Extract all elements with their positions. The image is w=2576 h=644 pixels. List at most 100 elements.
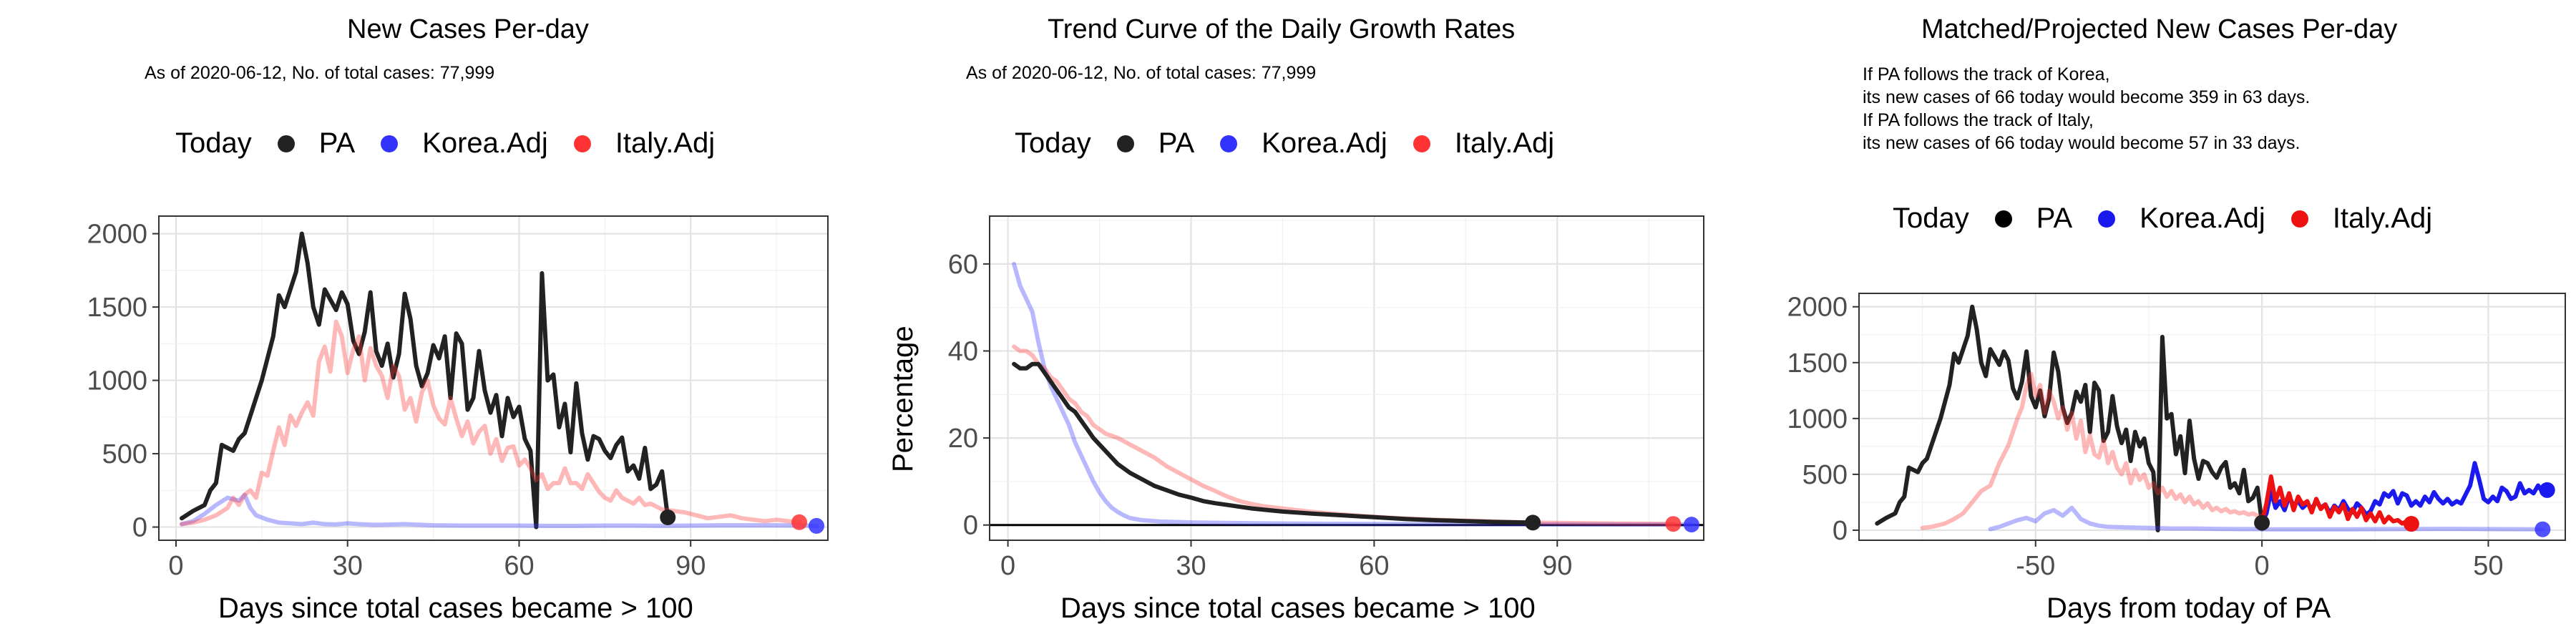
- x-axis-title: Days since total cases became > 100: [1060, 592, 1536, 624]
- chart-legend: Today PA Korea.Adj Italy.Adj: [1015, 127, 1580, 160]
- legend-item-italy: Italy.Adj: [573, 127, 716, 160]
- legend-title: Today: [1893, 203, 1969, 234]
- today-point: [2403, 516, 2419, 532]
- legend-item-italy: Italy.Adj: [1413, 127, 1554, 160]
- chart-title: New Cases Per-day: [347, 14, 589, 44]
- legend-dot-icon: [2290, 210, 2308, 228]
- plot-new-cases: 0 30 60 90 0 500 1000 1500 2000: [87, 215, 829, 581]
- chart-subtitle: As of 2020-06-12, No. of total cases: 77…: [145, 63, 495, 83]
- legend-dot-icon: [573, 135, 591, 152]
- legend-item-pa: PA: [277, 127, 356, 160]
- today-point: [809, 517, 825, 534]
- note-line: its new cases of 66 today would become 3…: [1863, 87, 2311, 107]
- note-line: its new cases of 66 today would become 5…: [1863, 133, 2301, 153]
- legend-item-korea: Korea.Adj: [2098, 203, 2265, 235]
- x-tick-label: 0: [168, 551, 183, 581]
- series-line: [180, 492, 819, 528]
- y-tick-label: 1500: [87, 293, 147, 323]
- y-tick-label: 60: [948, 250, 978, 280]
- today-point: [2534, 521, 2551, 537]
- today-point: [1683, 517, 1699, 533]
- legend-label: PA: [1158, 127, 1195, 159]
- y-tick-label: 1000: [87, 366, 147, 396]
- plot-growth-rates: 0 30 60 90 0 20 40 60: [948, 215, 1704, 581]
- today-point: [2254, 514, 2270, 531]
- series-line: [1012, 361, 1536, 525]
- chart-subtitle: As of 2020-06-12, No. of total cases: 77…: [966, 63, 1317, 83]
- x-tick-label: 90: [1542, 551, 1572, 581]
- legend-dot-icon: [381, 135, 399, 152]
- series-line: [180, 231, 670, 530]
- legend-item-italy: Italy.Adj: [2290, 203, 2433, 235]
- x-tick-label: 50: [2473, 551, 2503, 581]
- legend-dot-icon: [277, 135, 295, 152]
- y-tick-label: 2000: [1787, 293, 1848, 323]
- legend-title: Today: [175, 127, 252, 159]
- legend-label: Korea.Adj: [2140, 203, 2265, 234]
- x-tick-label: -50: [2016, 551, 2055, 581]
- series-line: [1875, 304, 2265, 532]
- series-line: [2260, 527, 2545, 532]
- legend-dot-icon: [1413, 135, 1430, 152]
- legend-item-pa: PA: [1116, 127, 1195, 160]
- chart-legend: Today PA Korea.Adj Italy.Adj: [1893, 203, 2458, 235]
- series-line: [1920, 371, 2265, 530]
- today-point: [660, 509, 676, 526]
- panel-matched-projected: Matched/Projected New Cases Per-day If P…: [1717, 0, 2576, 644]
- legend-dot-icon: [1994, 210, 2012, 228]
- plot-background: [990, 216, 1704, 540]
- y-tick-label: 2000: [87, 220, 147, 250]
- series-line: [180, 319, 801, 527]
- legend-label: Korea.Adj: [422, 127, 548, 159]
- panel-growth-rates: Trend Curve of the Daily Growth Rates As…: [859, 0, 1717, 644]
- x-tick-label: 90: [675, 551, 706, 581]
- legend-label: PA: [2036, 203, 2073, 234]
- series-line: [1012, 261, 1694, 527]
- legend-label: Italy.Adj: [2332, 203, 2433, 234]
- chart-title: Matched/Projected New Cases Per-day: [1921, 14, 2398, 44]
- today-point: [2539, 482, 2555, 498]
- y-tick-label: 0: [132, 513, 147, 543]
- plot-frame: [1858, 293, 2566, 541]
- legend-title: Today: [1015, 127, 1091, 159]
- legend-dot-icon: [1116, 135, 1134, 152]
- x-tick-label: 0: [1000, 551, 1015, 581]
- y-tick-label: 500: [102, 439, 147, 469]
- y-tick-label: 1000: [1787, 404, 1848, 434]
- y-tick-label: 0: [1833, 516, 1848, 546]
- today-point: [1665, 516, 1682, 532]
- legend-label: Italy.Adj: [615, 127, 716, 159]
- y-tick-label: 20: [948, 424, 978, 454]
- y-tick-label: 500: [1802, 460, 1848, 490]
- legend-item-korea: Korea.Adj: [1220, 127, 1387, 160]
- x-tick-label: 60: [1359, 551, 1389, 581]
- x-tick-label: 60: [504, 551, 534, 581]
- chart-title: Trend Curve of the Daily Growth Rates: [1048, 14, 1516, 44]
- legend-dot-icon: [2098, 210, 2116, 228]
- note-line: If PA follows the track of Italy,: [1863, 110, 2094, 130]
- x-axis-title: Days from today of PA: [2046, 592, 2331, 624]
- chart-legend: Today PA Korea.Adj Italy.Adj: [175, 127, 741, 160]
- projection-note: If PA follows the track of Korea, its ne…: [1863, 63, 2310, 155]
- y-tick-label: 40: [948, 336, 978, 366]
- legend-label: Italy.Adj: [1454, 127, 1555, 159]
- x-axis-title: Days since total cases became > 100: [218, 592, 693, 624]
- plot-frame: [989, 215, 1704, 541]
- y-tick-label: 1500: [1787, 348, 1848, 379]
- note-line: If PA follows the track of Korea,: [1863, 64, 2110, 84]
- plot-frame: [158, 215, 829, 541]
- series-line: [2260, 474, 2414, 527]
- y-tick-label: 0: [963, 511, 978, 541]
- legend-item-korea: Korea.Adj: [381, 127, 548, 160]
- today-point: [1525, 514, 1541, 531]
- x-tick-label: 0: [2255, 551, 2270, 581]
- today-point: [791, 514, 808, 530]
- legend-item-pa: PA: [1994, 203, 2073, 235]
- legend-label: Korea.Adj: [1262, 127, 1387, 159]
- panel-new-cases: New Cases Per-day As of 2020-06-12, No. …: [0, 0, 859, 644]
- legend-label: PA: [318, 127, 356, 159]
- legend-dot-icon: [1220, 135, 1238, 152]
- x-tick-label: 30: [333, 551, 363, 581]
- x-tick-label: 30: [1176, 551, 1206, 581]
